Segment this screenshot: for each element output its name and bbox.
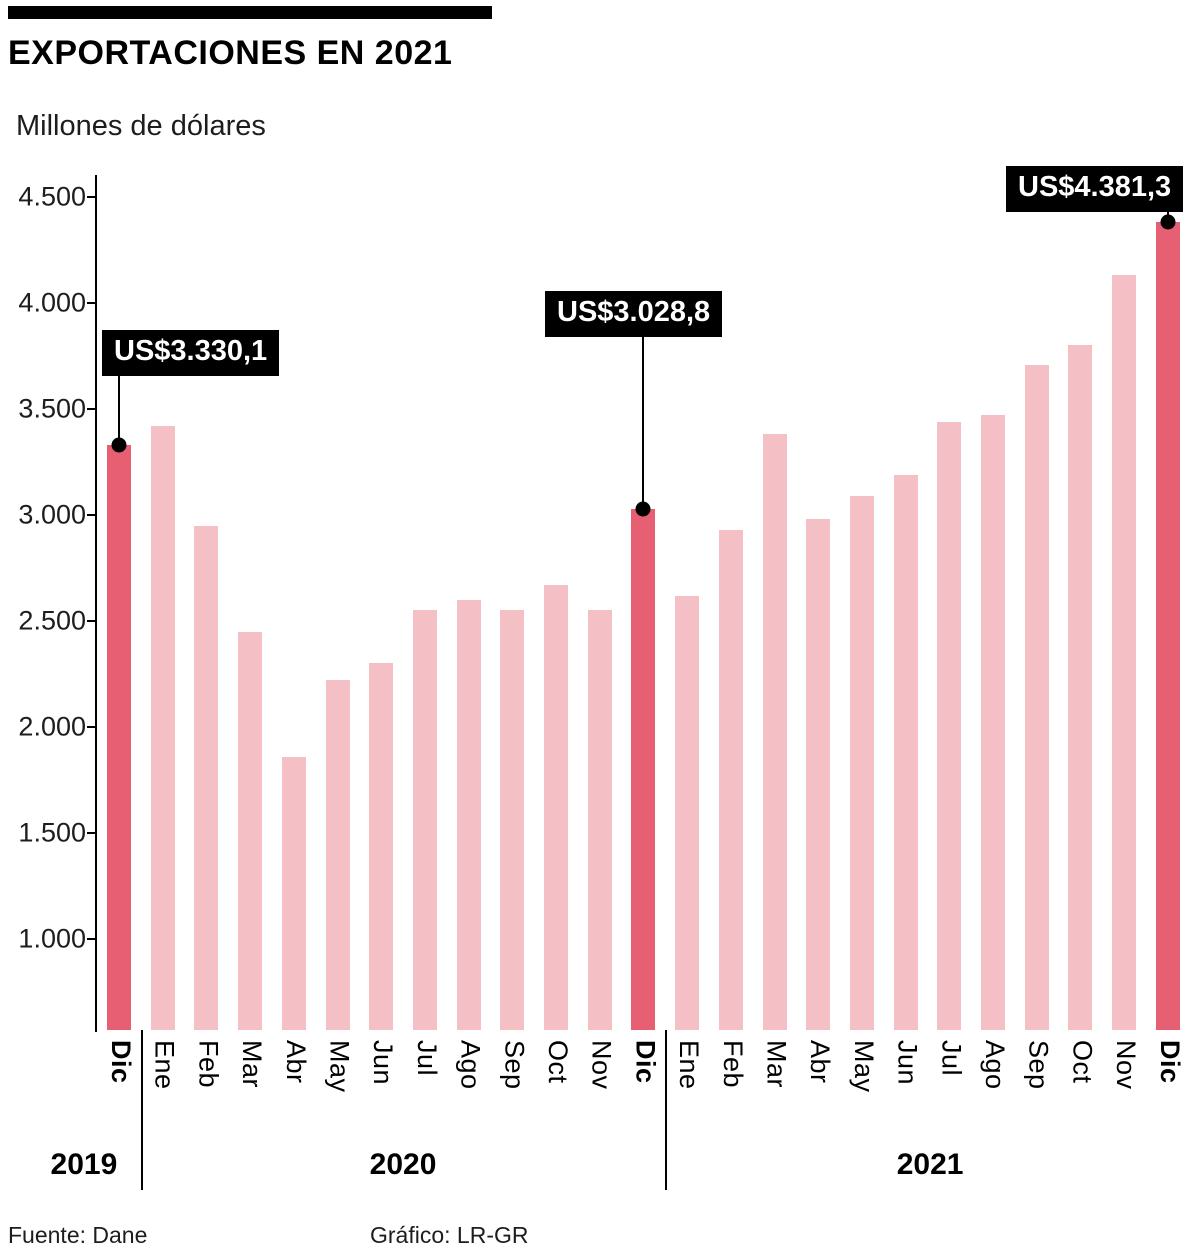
bar-jun-18 [893,474,918,1030]
y-axis-tick-mark [87,726,95,729]
x-axis-label-ago: Ago [980,1040,1010,1090]
x-axis-label-feb: Feb [193,1040,224,1089]
bar-dic-0 [107,445,131,1030]
year-label-2020: 2020 [369,1148,437,1181]
bar-mar-3 [238,631,263,1030]
bar-sep-21 [1024,364,1049,1030]
year-divider [665,1030,668,1190]
y-axis-tick-mark [87,408,95,411]
y-axis-tick-mark [87,514,95,517]
credit-text: Gráfico: LR-GR [370,1222,529,1248]
x-axis-label-jun: Jun [368,1040,399,1086]
callout-label: US$4.381,3 [1006,166,1184,212]
bar-sep-9 [500,610,525,1030]
x-axis-label-sep: Sep [499,1040,530,1090]
callout-label: US$3.028,8 [545,291,723,337]
y-axis-tick-label: 3.500 [18,393,86,424]
bar-abr-16 [806,519,831,1030]
x-axis-label-dic: Dic [630,1040,661,1084]
y-axis-tick-label: 4.500 [18,181,86,212]
x-axis-label-nov: Nov [1111,1040,1142,1090]
x-axis-label-may: May [324,1040,355,1093]
bar-feb-2 [194,525,219,1030]
bar-may-17 [849,495,874,1030]
callout-dot [111,437,127,453]
bar-ago-20 [981,415,1005,1030]
bar-mar-15 [762,434,787,1030]
bar-nov-11 [587,610,612,1030]
y-axis-tick-label: 1.000 [18,923,86,954]
x-axis-label-nov: Nov [586,1040,617,1090]
bar-dic-24 [1155,222,1180,1030]
y-axis-tick-label: 3.000 [18,499,86,530]
callout-dot [1160,214,1176,230]
y-axis-tick-label: 4.000 [18,287,86,318]
bar-jul-7 [412,610,437,1030]
y-axis-tick-label: 2.000 [18,711,86,742]
bar-nov-23 [1112,275,1137,1030]
x-axis-label-oct: Oct [543,1040,573,1084]
x-axis-label-ene: Ene [674,1040,705,1090]
x-axis-label-may: May [848,1040,879,1093]
year-label-2019: 2019 [50,1148,118,1181]
bar-oct-22 [1068,345,1093,1030]
bar-jun-6 [369,663,394,1030]
x-axis-label-abr: Abr [805,1040,836,1084]
year-label-2021: 2021 [896,1148,964,1181]
x-axis-label-feb: Feb [717,1040,748,1089]
bar-ago-8 [456,599,481,1030]
x-axis-label-jun: Jun [892,1040,923,1086]
chart-title: EXPORTACIONES EN 2021 [8,34,453,72]
source-text: Fuente: Dane [8,1222,148,1248]
y-axis-tick-mark [87,302,95,305]
bar-oct-10 [544,585,568,1030]
year-divider [140,1030,143,1190]
chart-footer: Fuente: Dane Gráfico: LR-GR [8,1222,1192,1249]
title-rule [8,6,492,19]
y-axis-tick-label: 1.500 [18,817,86,848]
x-axis-label-mar: Mar [761,1040,792,1088]
chart-subtitle: Millones de dólares [16,110,266,142]
x-axis-label-ago: Ago [455,1040,486,1090]
x-axis-label-oct: Oct [1067,1040,1098,1084]
y-axis-tick-label: 2.500 [18,605,86,636]
x-axis-label-mar: Mar [237,1040,268,1088]
callout-dot [635,501,651,517]
bar-feb-14 [718,529,743,1030]
bar-abr-4 [281,756,306,1030]
y-axis-tick-mark [87,832,95,835]
x-axis-label-sep: Sep [1023,1040,1054,1090]
x-axis-label-ene: Ene [149,1040,180,1090]
callout-label: US$3.330,1 [102,330,280,376]
y-axis-line [95,175,97,1032]
y-axis-tick-mark [87,620,95,623]
bar-dic-12 [631,508,656,1030]
y-axis-tick-mark [87,938,95,941]
bar-may-5 [325,680,350,1030]
x-axis-label-jul: Jul [411,1040,442,1077]
x-axis-label-dic: Dic [106,1040,136,1084]
x-axis-label-dic: Dic [1154,1040,1185,1084]
x-axis-label-jul: Jul [936,1040,967,1077]
bar-ene-1 [150,426,175,1030]
bar-ene-13 [675,595,700,1030]
bar-jul-19 [937,421,962,1030]
callout-stem [642,336,645,509]
x-axis-label-abr: Abr [280,1040,311,1084]
callout-stem [118,375,120,446]
y-axis-tick-mark [87,196,95,199]
